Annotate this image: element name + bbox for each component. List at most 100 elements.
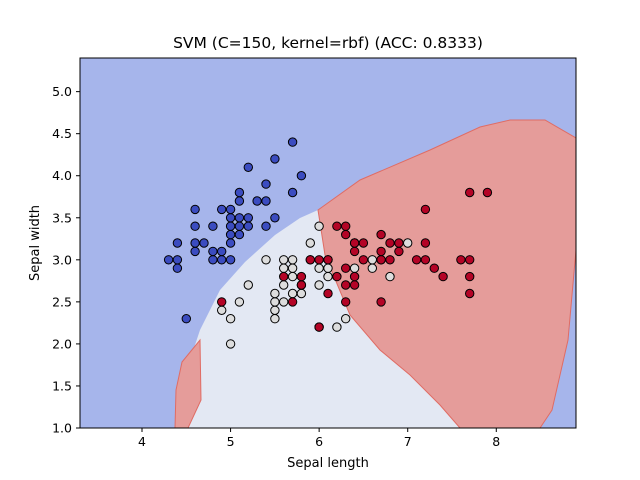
data-point-series-2-3 [296, 280, 307, 290]
data-point-series-0-33 [261, 179, 271, 189]
data-point-series-2-30 [394, 238, 404, 248]
data-point-series-2-34 [420, 204, 431, 215]
data-point-series-1-5 [261, 255, 271, 265]
data-point-series-1-4 [243, 280, 254, 290]
data-point-series-0-36 [287, 187, 298, 198]
data-point-series-0-24 [234, 213, 245, 223]
data-point-series-0-25 [234, 196, 245, 206]
data-point-series-1-8 [270, 297, 280, 307]
data-point-series-2-41 [465, 187, 475, 198]
data-point-series-2-2 [287, 297, 298, 307]
data-point-series-2-38 [465, 288, 475, 299]
data-point-series-2-23 [376, 297, 386, 307]
data-point-series-2-15 [341, 229, 351, 240]
y-tick-label-6: 4.0 [52, 168, 72, 183]
data-point-series-1-25 [314, 221, 324, 231]
data-point-series-2-6 [314, 322, 324, 332]
data-point-series-0-22 [234, 229, 245, 240]
data-point-series-0-19 [225, 221, 236, 231]
data-point-series-0-9 [199, 238, 209, 248]
data-point-series-2-13 [341, 280, 351, 290]
data-point-series-0-30 [252, 196, 262, 206]
data-point-series-0-5 [190, 246, 200, 257]
data-point-series-0-4 [181, 314, 192, 324]
region-class-1 [185, 210, 460, 428]
data-point-series-2-12 [341, 297, 351, 307]
data-point-series-0-6 [190, 238, 200, 248]
y-axis-label: Sepal width [28, 205, 43, 281]
data-point-series-2-31 [411, 255, 422, 265]
data-point-series-0-38 [296, 171, 307, 181]
data-point-series-1-11 [279, 280, 289, 290]
data-point-series-0-18 [225, 229, 236, 240]
data-point-series-2-29 [394, 246, 404, 257]
data-point-series-1-16 [287, 263, 298, 273]
y-axis: 1.0 1.5 2.0 2.5 3.0 3.5 4.0 4.5 5.0 [52, 84, 80, 436]
y-tick-label-8: 5.0 [52, 84, 72, 99]
y-tick-label-1: 1.5 [52, 378, 72, 393]
y-tick-label-0: 1.0 [52, 421, 72, 436]
data-point-series-0-21 [225, 204, 236, 215]
data-point-series-2-14 [341, 263, 351, 273]
data-point-series-2-10 [332, 271, 342, 282]
plot-area [80, 58, 576, 428]
data-point-series-0-28 [243, 213, 254, 223]
x-tick-label-1: 5 [227, 434, 235, 449]
data-point-series-0-16 [225, 255, 236, 265]
data-point-series-1-14 [287, 288, 298, 299]
data-point-series-2-42 [482, 187, 493, 198]
data-point-series-0-23 [234, 221, 245, 231]
data-point-series-1-27 [323, 263, 333, 273]
data-point-series-0-7 [190, 221, 200, 231]
data-point-series-0-35 [270, 154, 280, 164]
data-point-series-2-0 [217, 297, 227, 307]
x-tick-label-2: 6 [315, 434, 323, 449]
data-point-series-1-12 [279, 263, 289, 273]
data-point-series-2-18 [349, 271, 360, 282]
data-point-series-2-26 [376, 229, 386, 240]
data-point-series-0-15 [217, 204, 227, 215]
y-tick-label-4: 3.0 [52, 252, 72, 267]
data-point-series-0-2 [172, 255, 183, 265]
data-point-series-1-15 [287, 271, 298, 282]
data-point-series-0-34 [270, 213, 280, 223]
y-tick-label-3: 2.5 [52, 294, 72, 309]
data-point-series-2-19 [349, 246, 360, 257]
data-point-series-1-9 [270, 288, 280, 299]
data-point-series-1-1 [225, 339, 236, 349]
data-point-series-2-33 [420, 238, 431, 248]
data-point-series-2-8 [323, 288, 333, 299]
data-point-series-0-11 [208, 246, 218, 257]
data-point-series-2-20 [349, 238, 360, 248]
data-point-series-1-31 [349, 263, 360, 273]
data-point-series-2-36 [438, 271, 448, 282]
data-point-series-1-29 [332, 322, 342, 332]
data-point-series-1-13 [279, 255, 289, 265]
y-tick-label-7: 4.5 [52, 126, 72, 141]
y-tick-label-2: 2.0 [52, 336, 72, 351]
data-point-series-0-1 [172, 263, 183, 273]
data-point-series-0-13 [217, 255, 227, 265]
data-point-series-1-7 [270, 305, 280, 315]
data-point-series-2-22 [358, 238, 369, 248]
data-point-series-0-37 [287, 137, 298, 147]
data-point-series-1-34 [367, 255, 377, 265]
data-point-series-1-26 [323, 271, 333, 282]
data-point-series-1-23 [314, 280, 324, 290]
data-point-series-0-17 [225, 238, 236, 248]
data-point-series-2-7 [314, 255, 324, 265]
data-point-series-2-27 [385, 255, 395, 265]
data-points [163, 137, 493, 349]
x-tick-label-4: 8 [492, 434, 500, 449]
data-point-series-1-6 [270, 314, 280, 324]
data-point-series-2-35 [429, 263, 439, 273]
data-point-series-2-32 [420, 255, 431, 265]
data-point-series-2-39 [465, 271, 475, 282]
data-point-series-0-14 [217, 246, 227, 257]
data-point-series-0-31 [261, 221, 271, 231]
data-point-series-1-0 [217, 305, 227, 315]
data-point-series-0-10 [208, 255, 218, 265]
data-point-series-1-30 [341, 314, 351, 324]
data-point-series-2-21 [358, 255, 369, 265]
